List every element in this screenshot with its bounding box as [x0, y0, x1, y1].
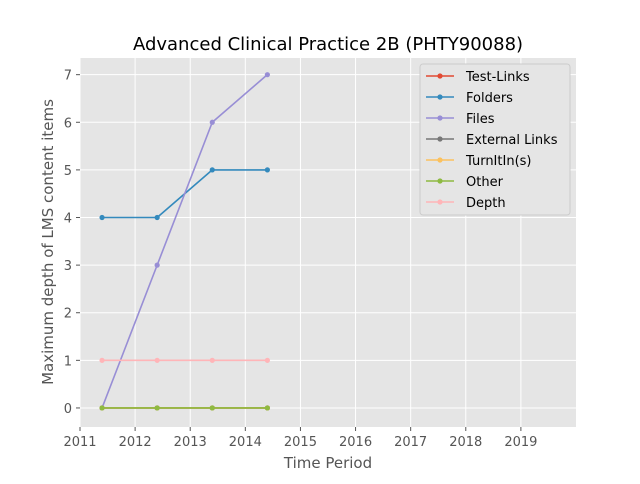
legend-swatch-marker [437, 136, 443, 142]
legend-item-folders: Folders [426, 91, 513, 106]
data-point-other [209, 405, 215, 411]
x-axis-ticks: 2011 2012 2013 2014 2015 2016 2017 2018 2019 [63, 427, 537, 450]
x-tick-label: 2019 [504, 435, 537, 450]
x-tick-label: 2017 [394, 435, 427, 450]
legend-label: TurnItIn(s) [465, 154, 531, 169]
x-tick-label: 2014 [229, 435, 262, 450]
legend-label: Test-Links [465, 70, 530, 85]
chart-title: Advanced Clinical Practice 2B (PHTY90088… [133, 34, 523, 55]
legend-swatch-marker [437, 178, 443, 184]
x-tick-label: 2011 [63, 435, 96, 450]
y-axis-ticks: 0 1 2 3 4 5 6 7 [64, 69, 80, 417]
legend-label: External Links [466, 133, 558, 148]
y-tick-label: 6 [64, 116, 72, 131]
data-point-other [154, 405, 160, 411]
legend-item-external-links: External Links [426, 133, 558, 148]
legend: Test-Links Folders Files External Links Turn… [419, 63, 571, 216]
data-point-depth [154, 357, 160, 363]
legend-swatch-marker [437, 73, 443, 79]
y-tick-label: 1 [64, 354, 72, 369]
y-axis-label: Maximum depth of LMS content items [39, 99, 57, 385]
data-point-folders [264, 167, 270, 173]
data-point-other [264, 405, 270, 411]
x-tick-label: 2012 [119, 435, 152, 450]
series-layer [99, 72, 270, 411]
data-point-depth [99, 357, 105, 363]
data-point-depth [264, 357, 270, 363]
legend-item-other: Other [426, 175, 504, 190]
legend-label: Files [466, 112, 495, 127]
y-tick-label: 3 [64, 259, 72, 274]
legend-swatch-marker [437, 199, 443, 205]
data-point-files [154, 262, 160, 268]
legend-item-files: Files [426, 112, 495, 127]
legend-swatch-marker [437, 115, 443, 121]
data-point-files [209, 119, 215, 125]
series-line-files [101, 74, 268, 409]
legend-swatch-marker [437, 94, 443, 100]
legend-label: Other [466, 175, 504, 190]
data-point-folders [154, 214, 160, 221]
legend-label: Folders [466, 91, 513, 106]
y-tick-label: 7 [64, 69, 72, 84]
series-depth [99, 357, 270, 363]
data-point-folders [99, 214, 105, 221]
x-tick-label: 2015 [284, 435, 317, 450]
legend-item-depth: Depth [426, 196, 506, 211]
x-axis-label: Time Period [283, 454, 372, 472]
series-other [99, 405, 270, 411]
data-point-files [264, 72, 270, 78]
legend-box [419, 63, 571, 216]
legend-label: Depth [466, 196, 506, 211]
x-tick-label: 2013 [174, 435, 207, 450]
data-point-folders [209, 167, 215, 173]
x-tick-label: 2016 [339, 435, 372, 450]
legend-item-test-links: Test-Links [426, 70, 530, 85]
data-point-other [99, 405, 105, 411]
legend-item-turnitin-s: TurnItIn(s) [426, 154, 531, 169]
y-tick-label: 0 [64, 402, 72, 417]
y-tick-label: 5 [64, 164, 72, 179]
legend-swatch-marker [437, 157, 443, 163]
y-tick-label: 2 [64, 307, 72, 322]
x-tick-label: 2018 [449, 435, 482, 450]
data-point-depth [209, 357, 215, 363]
y-tick-label: 4 [64, 212, 72, 227]
